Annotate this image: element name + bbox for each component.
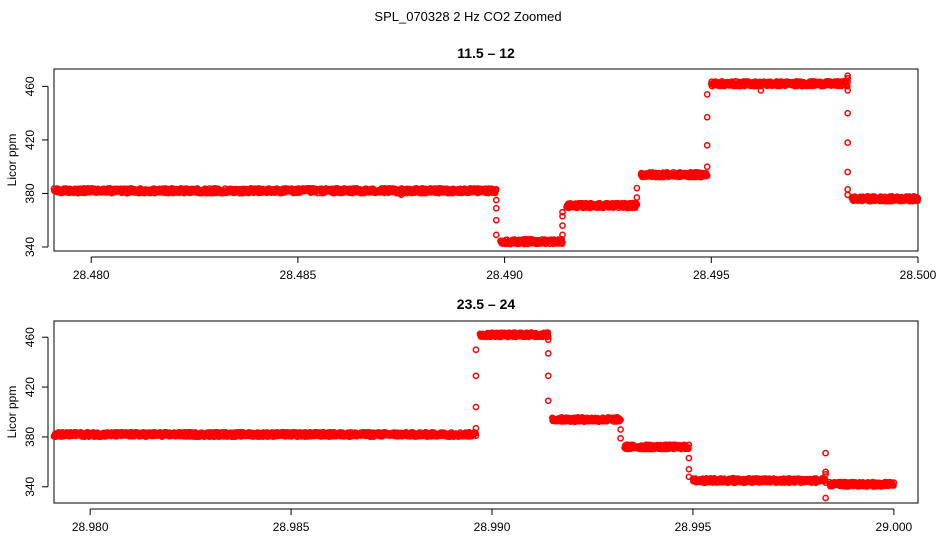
transition-point [617,434,624,442]
transition-point [492,216,500,224]
transition-point [822,449,829,457]
transition-point [617,426,624,433]
y-tick-label: 460 [23,327,37,347]
transition-point [685,473,693,481]
data-point [685,441,693,449]
x-tick-label: 28.980 [72,520,109,534]
y-axis-label: Licor ppm [5,386,19,439]
data-point [559,239,566,246]
x-tick-label: 29.000 [876,520,913,534]
x-tick-label: 28.490 [486,268,523,282]
data-point [544,329,552,336]
data-point [685,445,692,453]
transition-point [633,184,641,192]
transition-point [559,222,566,229]
transition-point [844,75,852,82]
transition-point [685,454,693,462]
data-point [890,482,897,489]
y-tick-label: 380 [23,427,37,447]
data-point [843,82,851,90]
x-tick-label: 28.495 [693,268,730,282]
outlier-point [729,474,737,482]
data-point [544,333,552,340]
outlier-point [757,87,765,94]
plot-frame [53,320,919,504]
transition-point [685,465,693,473]
transition-point [703,141,711,149]
transition-point [633,194,641,201]
transition-point [544,350,552,357]
y-tick-label: 420 [23,130,37,150]
transition-point [844,191,852,199]
transition-point [844,72,852,80]
x-tick-label: 28.500 [900,268,936,282]
data-point [914,195,922,202]
x-tick-label: 28.990 [474,520,511,534]
transition-point [472,403,480,411]
series-points [50,72,922,248]
data-point [492,186,500,193]
x-tick-label: 28.985 [273,520,310,534]
transition-point [544,372,552,380]
y-tick-label: 340 [23,237,37,257]
panel-lower: 23.5 – 24 28.980 28.985 28.990 28.995 29.000 3… [5,296,919,534]
x-tick-label: 28.480 [73,268,110,282]
transition-point [472,372,480,380]
x-tick-label: 28.485 [280,268,317,282]
transition-point [559,231,566,239]
transition-point [559,212,566,220]
series-points [50,329,898,502]
transition-point [844,186,852,193]
transition-point [472,424,480,432]
transition-point [559,208,566,216]
y-tick-label: 380 [23,183,37,203]
y-tick-label: 420 [23,377,37,397]
transition-point [822,494,829,502]
outlier-point [397,191,405,199]
data-point [844,78,852,86]
x-tick-label: 28.995 [675,520,712,534]
transition-point [492,204,500,212]
figure-title: SPL_070328 2 Hz CO2 Zoomed [374,9,562,24]
data-point [617,416,624,424]
transition-point [544,397,552,405]
transition-point [844,168,852,176]
transition-point [472,346,480,354]
panel-title: 23.5 – 24 [457,296,516,312]
data-point [472,432,480,439]
data-point [703,172,711,180]
transition-point [822,468,829,476]
transition-point [544,336,552,344]
transition-point [844,139,852,146]
data-point [633,201,641,209]
y-tick-label: 340 [23,476,37,496]
transition-point [822,470,829,478]
transition-point [492,196,500,204]
transition-point [492,231,500,239]
panel-upper: 11.5 – 12 28.480 28.485 28.490 28.495 28.500 3… [5,45,936,282]
plot-frame [53,68,919,252]
transition-point [703,163,711,171]
y-tick-label: 460 [23,76,37,96]
transition-point [844,87,852,94]
y-axis-label: Licor ppm [5,134,19,187]
panel-title: 11.5 – 12 [457,45,515,61]
transition-point [844,109,852,117]
transition-point [703,91,711,98]
transition-point [703,113,711,121]
data-point [890,479,898,486]
